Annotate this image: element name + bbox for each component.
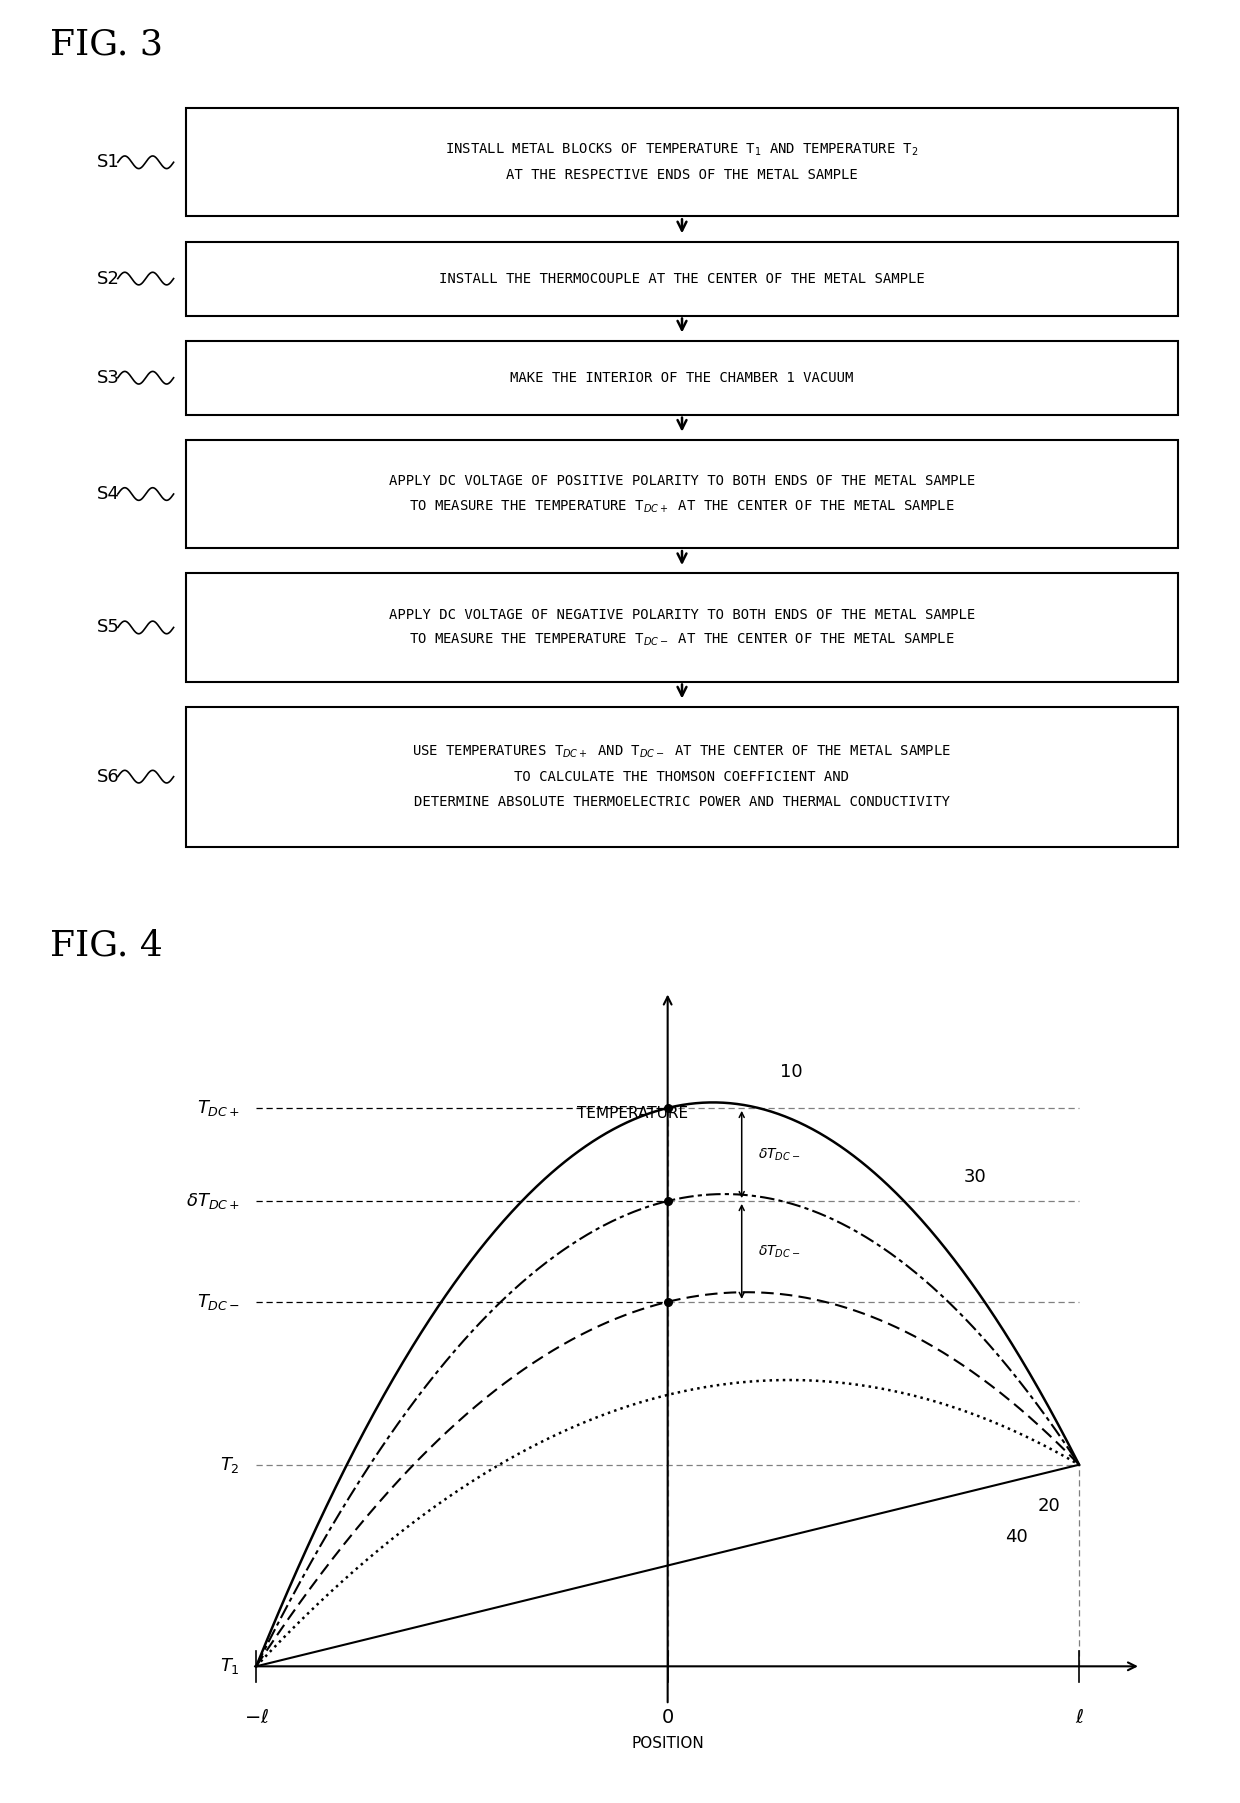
FancyBboxPatch shape (186, 341, 1178, 415)
Text: $0$: $0$ (661, 1707, 675, 1727)
Text: FIG. 3: FIG. 3 (50, 27, 162, 61)
Text: TO MEASURE THE TEMPERATURE T$_{DC-}$ AT THE CENTER OF THE METAL SAMPLE: TO MEASURE THE TEMPERATURE T$_{DC-}$ AT … (409, 631, 955, 649)
Text: S1: S1 (97, 153, 119, 171)
Text: TO MEASURE THE TEMPERATURE T$_{DC+}$ AT THE CENTER OF THE METAL SAMPLE: TO MEASURE THE TEMPERATURE T$_{DC+}$ AT … (409, 498, 955, 516)
Text: APPLY DC VOLTAGE OF NEGATIVE POLARITY TO BOTH ENDS OF THE METAL SAMPLE: APPLY DC VOLTAGE OF NEGATIVE POLARITY TO… (389, 608, 975, 622)
Text: $\delta T_{DC+}$: $\delta T_{DC+}$ (186, 1192, 239, 1212)
Text: S6: S6 (97, 768, 119, 786)
Text: POSITION: POSITION (631, 1736, 704, 1751)
Text: S4: S4 (97, 485, 119, 503)
Text: $T_{DC+}$: $T_{DC+}$ (197, 1098, 239, 1118)
Text: 10: 10 (780, 1064, 802, 1082)
Text: USE TEMPERATURES T$_{DC+}$ AND T$_{DC-}$ AT THE CENTER OF THE METAL SAMPLE: USE TEMPERATURES T$_{DC+}$ AND T$_{DC-}$… (413, 743, 951, 759)
Text: APPLY DC VOLTAGE OF POSITIVE POLARITY TO BOTH ENDS OF THE METAL SAMPLE: APPLY DC VOLTAGE OF POSITIVE POLARITY TO… (389, 474, 975, 489)
FancyBboxPatch shape (186, 440, 1178, 548)
Text: $\delta T_{DC-}$: $\delta T_{DC-}$ (758, 1244, 800, 1260)
Text: $T_2$: $T_2$ (219, 1455, 239, 1475)
FancyBboxPatch shape (186, 707, 1178, 846)
Text: INSTALL THE THERMOCOUPLE AT THE CENTER OF THE METAL SAMPLE: INSTALL THE THERMOCOUPLE AT THE CENTER O… (439, 272, 925, 285)
Text: $T_1$: $T_1$ (219, 1657, 239, 1677)
FancyBboxPatch shape (186, 573, 1178, 682)
Text: S3: S3 (97, 370, 119, 386)
Text: 20: 20 (1038, 1496, 1060, 1515)
Text: S5: S5 (97, 618, 119, 636)
Text: $\delta T_{DC-}$: $\delta T_{DC-}$ (758, 1147, 800, 1163)
Text: 30: 30 (963, 1168, 987, 1186)
Text: S2: S2 (97, 270, 119, 287)
FancyBboxPatch shape (186, 108, 1178, 216)
Text: DETERMINE ABSOLUTE THERMOELECTRIC POWER AND THERMAL CONDUCTIVITY: DETERMINE ABSOLUTE THERMOELECTRIC POWER … (414, 795, 950, 810)
Text: AT THE RESPECTIVE ENDS OF THE METAL SAMPLE: AT THE RESPECTIVE ENDS OF THE METAL SAMP… (506, 168, 858, 182)
Text: FIG. 4: FIG. 4 (50, 929, 162, 963)
Text: $T_{DC-}$: $T_{DC-}$ (197, 1291, 239, 1313)
Text: 40: 40 (1006, 1529, 1028, 1547)
Text: TO CALCULATE THE THOMSON COEFFICIENT AND: TO CALCULATE THE THOMSON COEFFICIENT AND (515, 770, 849, 784)
Text: $-\ell$: $-\ell$ (243, 1707, 269, 1727)
Text: MAKE THE INTERIOR OF THE CHAMBER 1 VACUUM: MAKE THE INTERIOR OF THE CHAMBER 1 VACUU… (511, 371, 853, 384)
Text: INSTALL METAL BLOCKS OF TEMPERATURE T$_1$ AND TEMPERATURE T$_2$: INSTALL METAL BLOCKS OF TEMPERATURE T$_1… (445, 141, 919, 159)
Text: TEMPERATURE: TEMPERATURE (577, 1105, 688, 1121)
Text: $\ell$: $\ell$ (1075, 1707, 1084, 1727)
FancyBboxPatch shape (186, 242, 1178, 316)
